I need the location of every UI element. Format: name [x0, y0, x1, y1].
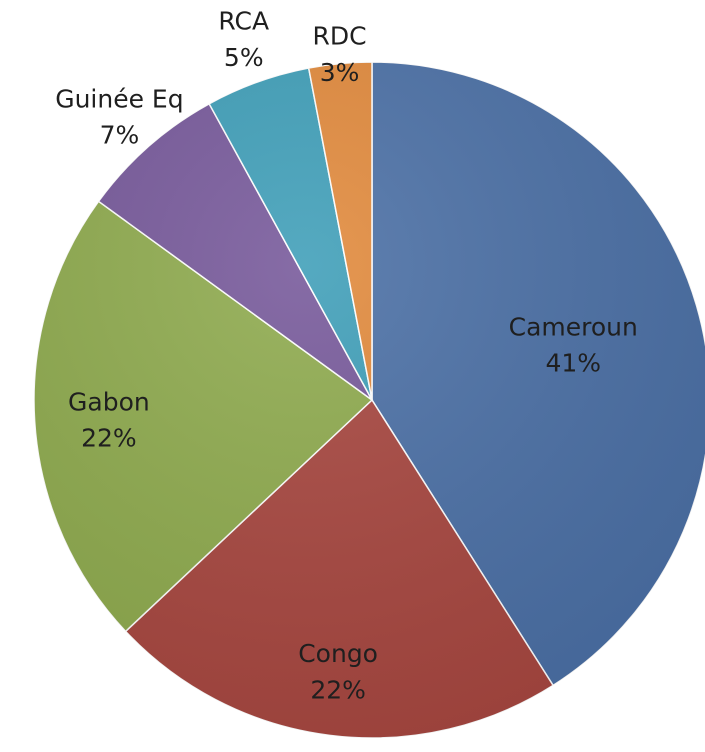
slice-category-label: Cameroun [509, 312, 638, 341]
pie-labels: Cameroun 41% Congo 22% Gabon 22% Guinée Eq 7% RC… [55, 7, 638, 705]
pie-label-guinee-eq: Guinée Eq 7% [55, 84, 183, 149]
slice-category-label: Gabon [68, 387, 150, 416]
slice-value-label: 22% [310, 675, 366, 704]
pie-label-gabon: Gabon 22% [68, 387, 150, 452]
slice-category-label: RCA [218, 7, 269, 36]
slice-category-label: RDC [313, 22, 367, 51]
slice-value-label: 7% [100, 121, 140, 150]
pie-label-congo: Congo 22% [298, 639, 378, 704]
pie-label-rca: RCA 5% [218, 7, 269, 72]
slice-value-label: 3% [320, 58, 360, 87]
slice-value-label: 22% [81, 424, 137, 453]
slice-value-label: 5% [224, 43, 264, 72]
slice-category-label: Congo [298, 639, 378, 668]
slice-value-label: 41% [545, 349, 601, 378]
pie-label-rdc: RDC 3% [313, 22, 367, 87]
pie-label-cameroun: Cameroun 41% [509, 312, 638, 377]
slice-category-label: Guinée Eq [55, 84, 183, 113]
